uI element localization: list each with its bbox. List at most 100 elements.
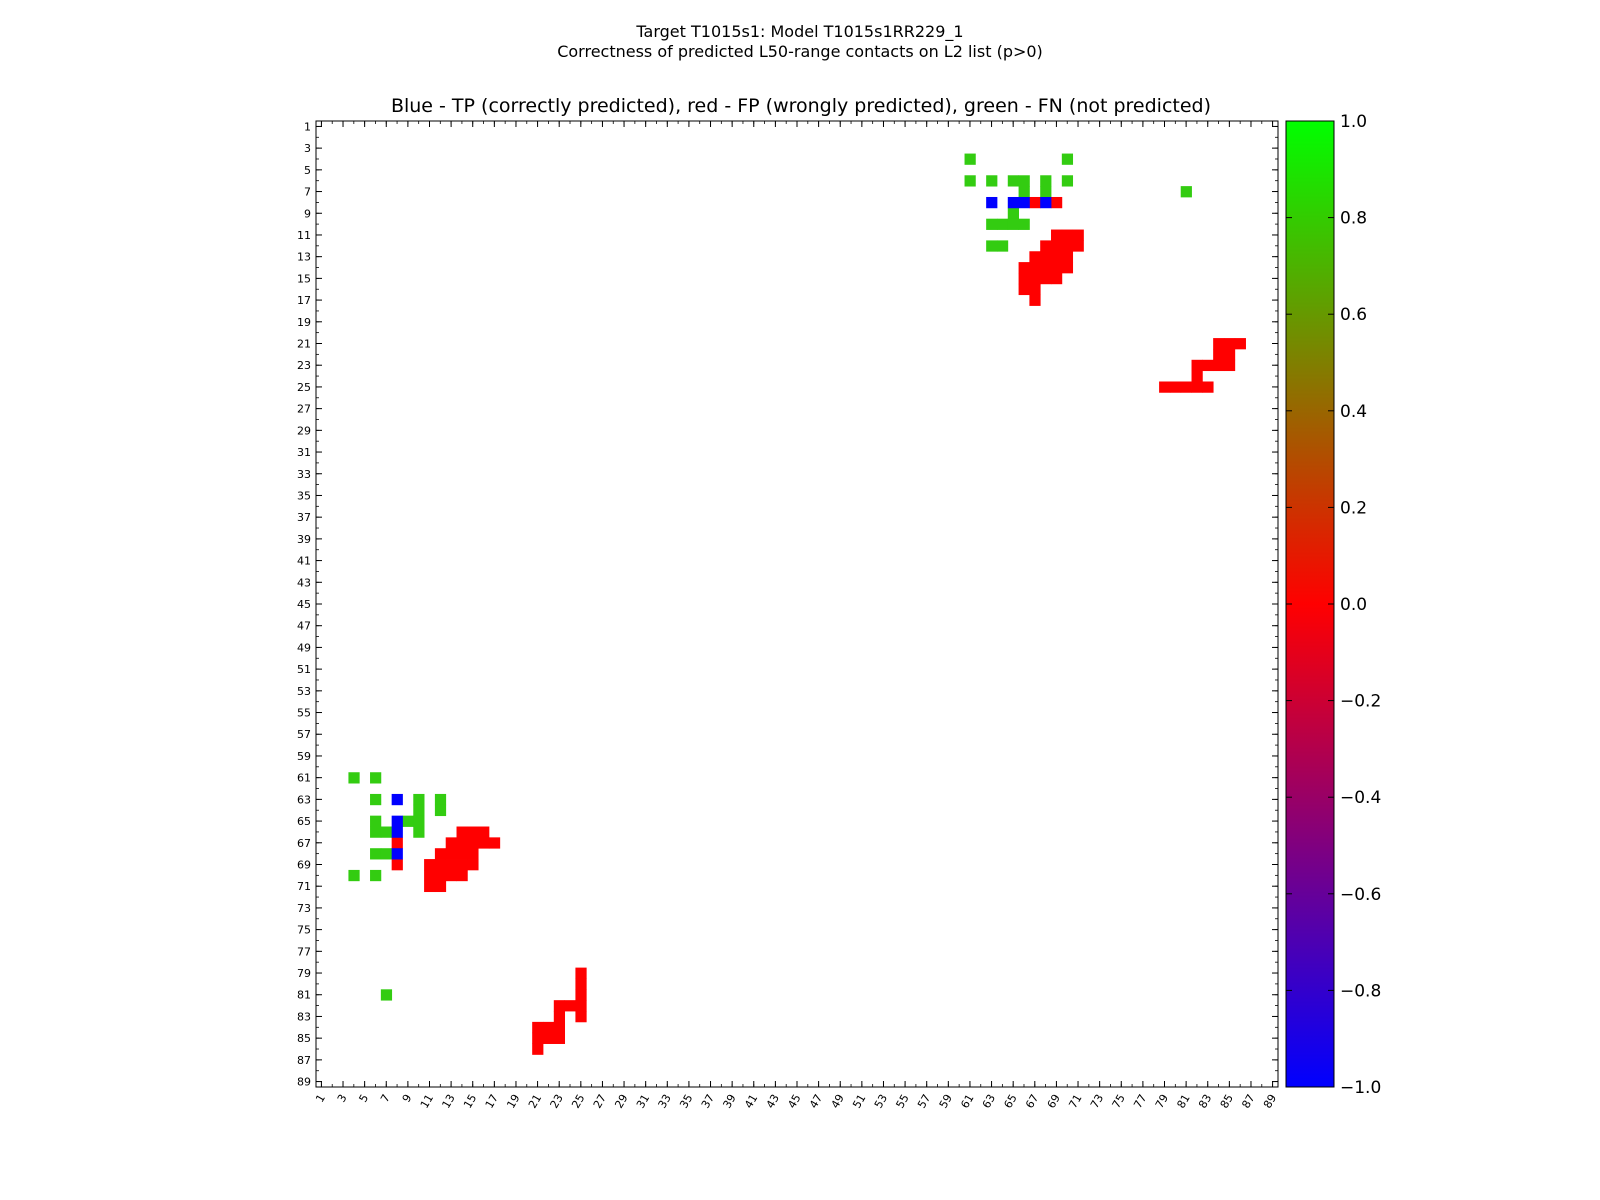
y-tick-label: 61	[297, 772, 311, 785]
colorbar-tick-label: 1.0	[1340, 112, 1367, 132]
y-tick-label: 69	[297, 858, 311, 871]
cell-fn	[1007, 218, 1019, 230]
x-tick-label: 79	[1153, 1092, 1171, 1111]
cell-fn	[413, 793, 425, 806]
colorbar-tick-label: −0.4	[1340, 788, 1381, 808]
x-tick-label: 23	[548, 1092, 566, 1111]
cell-fp	[467, 848, 479, 860]
cell-fp	[1018, 262, 1030, 274]
cell-fn	[402, 815, 414, 827]
colorbar-tick-label: 0.6	[1340, 305, 1367, 325]
cell-fn	[370, 815, 382, 827]
y-tick-label: 45	[297, 598, 311, 611]
y-tick-label: 57	[297, 728, 311, 741]
colorbar-tick-label: 0.2	[1340, 498, 1367, 518]
x-tick-label: 17	[483, 1092, 501, 1111]
cell-fp	[434, 880, 447, 893]
cell-fp	[1072, 229, 1084, 241]
cell-fp	[542, 1021, 555, 1034]
x-tick-label: 63	[980, 1092, 998, 1111]
cell-fp	[1051, 251, 1063, 263]
cell-fp	[467, 859, 479, 871]
y-tick-label: 19	[297, 316, 311, 329]
x-tick-label: 35	[677, 1092, 695, 1111]
cell-fp	[478, 826, 490, 838]
cell-fp	[1029, 196, 1041, 209]
y-tick-label: 53	[297, 685, 311, 698]
cell-fn	[1061, 153, 1074, 165]
cell-fp	[1223, 359, 1236, 372]
cell-tp	[391, 815, 403, 827]
x-tick-label: 11	[418, 1092, 436, 1111]
y-tick-label: 43	[297, 576, 311, 589]
x-tick-label: 49	[829, 1092, 847, 1111]
cell-fn	[1018, 175, 1030, 187]
figure-suptitle-line1: Target T1015s1: Model T1015s1RR229_1	[636, 22, 964, 41]
y-tick-label: 79	[297, 967, 311, 980]
cell-tp	[1018, 196, 1030, 209]
x-tick-label: 67	[1023, 1092, 1041, 1111]
y-tick-label: 27	[297, 403, 311, 416]
cell-fp	[1061, 251, 1074, 263]
cell-fn	[413, 804, 425, 817]
x-tick-label: 81	[1174, 1092, 1192, 1111]
cell-fp	[1202, 359, 1214, 372]
y-tick-label: 81	[297, 989, 311, 1002]
cell-fn	[370, 826, 382, 838]
cell-fp	[532, 1043, 544, 1055]
x-tick-label: 59	[937, 1092, 955, 1111]
cell-fp	[478, 837, 490, 849]
x-tick-label: 21	[526, 1092, 544, 1111]
y-tick-label: 25	[297, 381, 311, 394]
y-tick-label: 39	[297, 533, 311, 546]
x-tick-label: 77	[1131, 1092, 1149, 1111]
cell-fp	[456, 869, 468, 882]
cell-fp	[488, 837, 501, 849]
x-tick-label: 89	[1261, 1092, 1279, 1111]
cell-fp	[553, 1000, 566, 1012]
cell-fn	[380, 848, 393, 860]
chart-title: Blue - TP (correctly predicted), red - F…	[390, 95, 1212, 117]
y-tick-label: 15	[297, 272, 311, 285]
x-tick-label: 13	[439, 1092, 457, 1111]
x-tick-label: 65	[1002, 1092, 1020, 1111]
x-tick-label: 39	[720, 1092, 738, 1111]
cell-fn	[964, 175, 976, 187]
colorbar-tick-label: −0.6	[1340, 885, 1381, 905]
cell-fp	[1191, 370, 1203, 382]
x-tick-label: 53	[872, 1092, 890, 1111]
y-tick-label: 47	[297, 620, 311, 633]
cell-tp	[1040, 196, 1052, 209]
cell-fp	[424, 859, 436, 871]
colorbar-tick-label: −1.0	[1340, 1078, 1381, 1098]
cell-fn	[996, 218, 1009, 230]
y-tick-label: 37	[297, 511, 311, 524]
y-tick-label: 41	[297, 555, 311, 568]
x-tick-label: 87	[1239, 1092, 1257, 1111]
cell-fp	[456, 848, 468, 860]
colorbar-tick-label: 0.4	[1340, 402, 1367, 422]
y-tick-label: 89	[297, 1076, 311, 1089]
y-tick-label: 33	[297, 468, 311, 481]
cell-fn	[370, 772, 382, 784]
cell-fn	[986, 240, 998, 252]
cell-fn	[413, 815, 425, 827]
cell-fp	[575, 967, 587, 979]
x-tick-label: 69	[1045, 1092, 1063, 1111]
cell-fp	[1040, 251, 1052, 263]
cell-fn	[1018, 186, 1030, 198]
cell-fn	[370, 793, 382, 806]
cell-tp	[391, 793, 403, 806]
x-tick-label: 85	[1218, 1092, 1236, 1111]
cell-fp	[1213, 338, 1225, 350]
y-tick-label: 9	[304, 207, 311, 220]
y-tick-label: 31	[297, 446, 311, 459]
cell-fp	[1191, 359, 1203, 372]
cell-tp	[986, 196, 998, 209]
cell-fp	[575, 1000, 587, 1012]
cell-fp	[553, 1021, 566, 1034]
cell-fn	[996, 240, 1009, 252]
x-tick-label: 29	[612, 1092, 630, 1111]
cell-fn	[434, 804, 447, 817]
cell-fn	[348, 772, 360, 784]
